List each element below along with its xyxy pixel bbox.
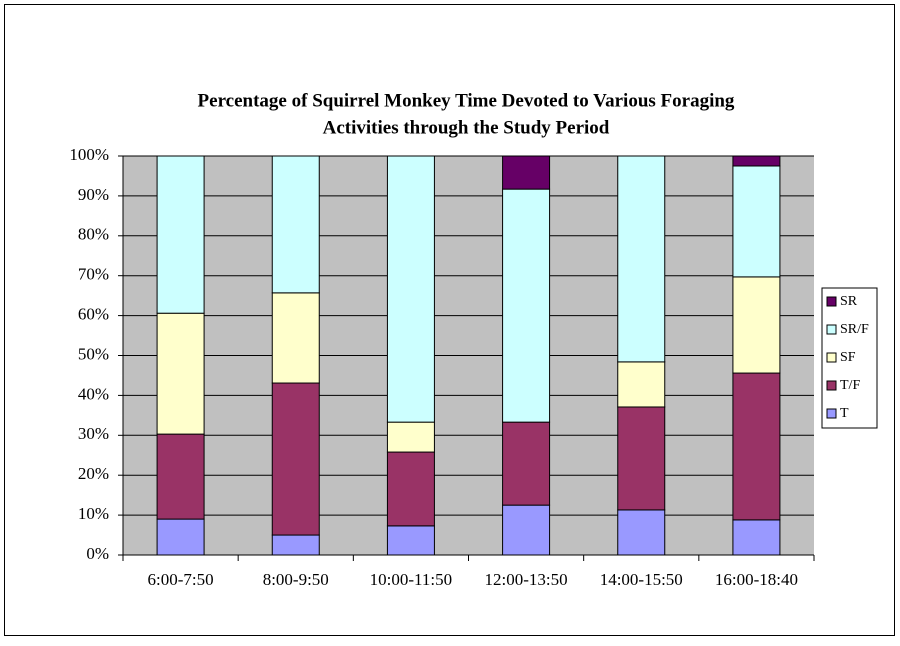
bar-segment [386,525,435,556]
y-tick-label: 90% [78,185,109,204]
legend-swatch [826,324,837,335]
chart-title: Percentage of Squirrel Monkey Time Devot… [198,90,735,111]
bar-segment [617,406,666,511]
y-tick-label: 40% [78,384,109,403]
bar-segment [502,155,551,190]
bar-segment [156,155,205,314]
y-tick-label: 70% [78,265,109,284]
y-tick-label: 20% [78,464,109,483]
y-tick-label: 80% [78,225,109,244]
bar-segment [502,504,551,556]
y-tick-label: 60% [78,305,109,324]
bar-segment [732,155,781,167]
x-tick-label: 10:00-11:50 [370,570,452,589]
y-tick-label: 100% [69,145,109,164]
legend-label: SR [840,294,858,309]
legend-swatch [826,380,837,391]
bar-segment [386,155,435,423]
bar-segment [617,361,666,408]
bar-segment [271,534,320,556]
bar-segment [732,165,781,278]
y-tick-label: 10% [78,504,109,523]
x-tick-label: 8:00-9:50 [263,570,329,589]
bar-segment [732,519,781,556]
bar-segment [156,518,205,556]
bar-segment [271,292,320,384]
bar-segment [386,421,435,453]
legend-label: SR/F [840,322,869,337]
legend-swatch [826,296,837,307]
bar-segment [502,188,551,423]
bar-segment [271,382,320,536]
bar-segment [156,433,205,520]
bar-segment [732,372,781,521]
y-tick-label: 30% [78,424,109,443]
chart-title: Activities through the Study Period [323,117,610,138]
legend-swatch [826,408,837,419]
legend-swatch [826,352,837,363]
x-tick-label: 16:00-18:40 [715,570,798,589]
y-tick-label: 0% [86,544,109,563]
bar-segment [502,421,551,506]
bar-segment [386,451,435,527]
bar-segment [271,155,320,294]
legend-label: T/F [840,378,860,393]
bar-segment [617,509,666,556]
x-tick-label: 6:00-7:50 [148,570,214,589]
legend-label: SF [840,350,856,365]
legend-label: T [840,406,849,421]
bar-segment [617,155,666,363]
x-tick-label: 12:00-13:50 [485,570,568,589]
bar-segment [156,312,205,435]
bar-segment [732,276,781,374]
y-tick-label: 50% [78,344,109,363]
x-tick-label: 14:00-15:50 [600,570,683,589]
